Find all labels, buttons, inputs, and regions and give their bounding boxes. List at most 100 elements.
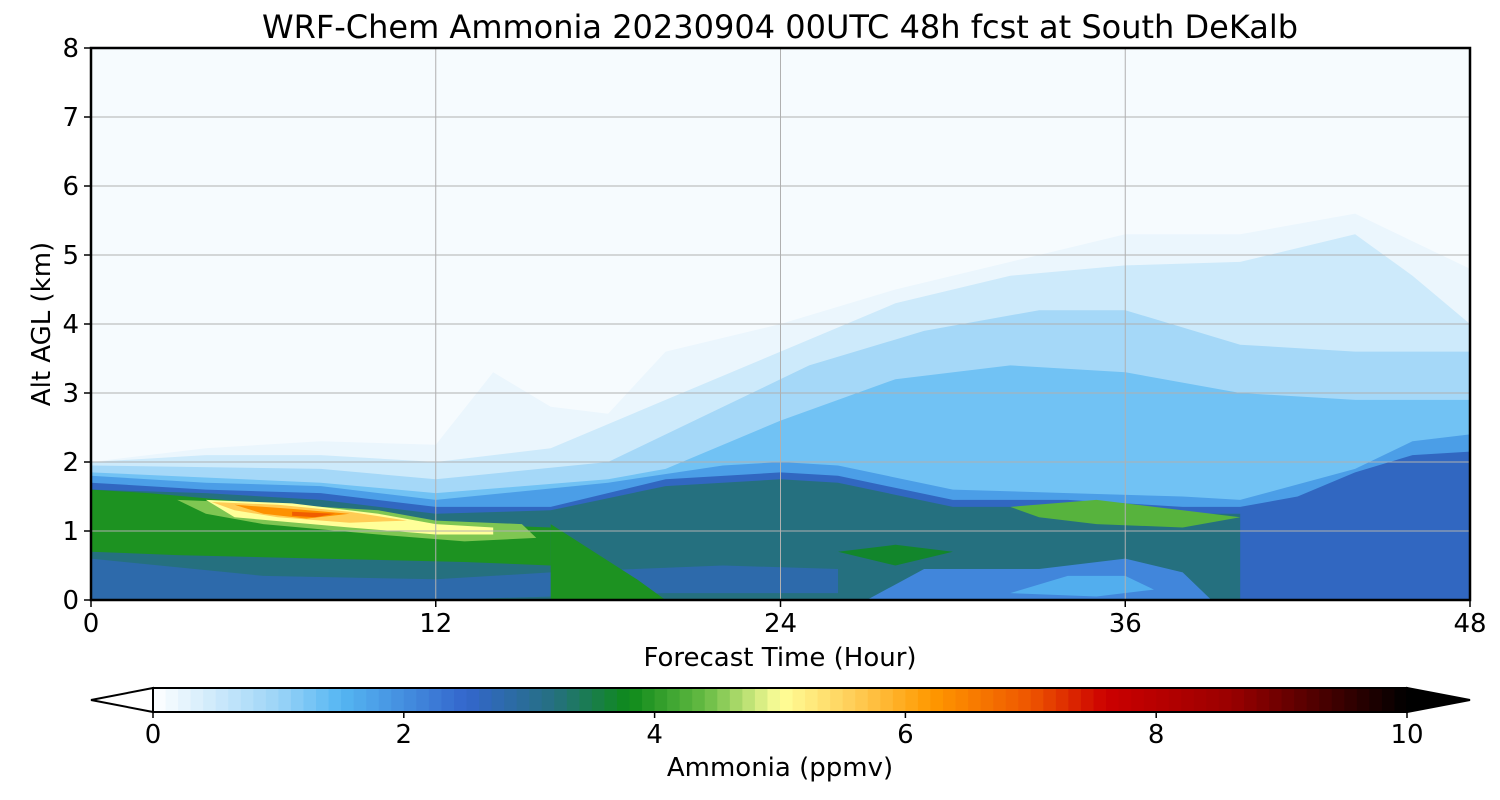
colorbar-segment (654, 688, 668, 712)
colorbar-tick-label: 2 (396, 720, 413, 750)
colorbar-segment (554, 688, 568, 712)
x-tick-label: 24 (764, 609, 797, 639)
colorbar-segment (880, 688, 894, 712)
colorbar-segment (842, 688, 856, 712)
colorbar-segment (805, 688, 819, 712)
x-axis: 0 12 24 36 48 (83, 600, 1487, 639)
colorbar-segment (679, 688, 693, 712)
colorbar-segment (178, 688, 192, 712)
colorbar-segment (366, 688, 380, 712)
colorbar-segment (1080, 688, 1095, 712)
colorbar-segment (1356, 688, 1370, 712)
colorbar-segment (667, 688, 681, 712)
colorbar-tick-label: 4 (646, 720, 663, 750)
colorbar-segment (980, 688, 994, 712)
colorbar-segment (1181, 688, 1195, 712)
colorbar-segment (917, 688, 932, 712)
colorbar-segment (1306, 688, 1320, 712)
colorbar-segment (466, 688, 480, 712)
colorbar-segment (1331, 688, 1345, 712)
colorbar-segment (1143, 688, 1157, 712)
colorbar-segment (616, 688, 631, 712)
colorbar-segment (742, 688, 756, 712)
y-tick-label: 7 (62, 103, 79, 133)
colorbar-segment (253, 688, 267, 712)
colorbar-segment (541, 688, 555, 712)
colorbar-segment (892, 688, 906, 712)
colorbar-segment (1369, 688, 1383, 712)
colorbar-segment (642, 688, 656, 712)
colorbar-segment (1381, 688, 1396, 712)
colorbar-segment (215, 688, 229, 712)
colorbar-tick-label: 10 (1390, 720, 1423, 750)
colorbar-segment (830, 688, 844, 712)
y-tick-label: 1 (62, 517, 79, 547)
colorbar-segment (328, 688, 342, 712)
colorbar-segment (867, 688, 881, 712)
colorbar-segment (265, 688, 279, 712)
colorbar-segment (1131, 688, 1145, 712)
colorbar-segment (1206, 688, 1220, 712)
y-axis: 0 1 2 3 4 5 6 7 8 (62, 34, 91, 616)
colorbar-segment (792, 688, 806, 712)
x-axis-label: Forecast Time (Hour) (643, 643, 916, 673)
colorbar-segment (1344, 688, 1358, 712)
colorbar-segment (1156, 688, 1170, 712)
colorbar-segment (353, 688, 367, 712)
colorbar-segment (943, 688, 957, 712)
colorbar-segment (203, 688, 217, 712)
colorbar-segment (1218, 688, 1233, 712)
colorbar-segment (491, 688, 505, 712)
colorbar-extend-high (1406, 686, 1471, 714)
colorbar-segment (1118, 688, 1132, 712)
colorbar-segment (190, 688, 204, 712)
colorbar-segment (955, 688, 969, 712)
colorbar-segment (529, 688, 543, 712)
colorbar-segment (516, 688, 530, 712)
colorbar-segment (278, 688, 292, 712)
contour-region-12 (838, 544, 953, 566)
colorbar-segment (930, 688, 944, 712)
colorbar-segment (1043, 688, 1057, 712)
colorbar-segment (416, 688, 430, 712)
colorbar-frame (152, 687, 1408, 713)
colorbar-segment (579, 688, 593, 712)
colorbar-segment (153, 688, 167, 712)
colorbar-segment (1005, 688, 1019, 712)
contour-region-11 (550, 524, 666, 600)
y-tick-label: 2 (62, 448, 79, 478)
colorbar-segment (504, 688, 518, 712)
colorbar-segment (993, 688, 1007, 712)
y-tick-label: 6 (62, 172, 79, 202)
colorbar-segment (767, 688, 781, 712)
colorbar-segment (1281, 688, 1295, 712)
colorbar-segment (629, 688, 643, 712)
colorbar-segment (1243, 688, 1258, 712)
colorbar-segment (441, 688, 455, 712)
contour-region-8 (1010, 575, 1154, 597)
colorbar-segment (341, 688, 355, 712)
colorbar-segment (1294, 688, 1308, 712)
x-tick-label: 12 (419, 609, 452, 639)
colorbar-segment (165, 688, 179, 712)
colorbar-segment (1106, 688, 1120, 712)
y-tick-label: 5 (62, 241, 79, 271)
colorbar-segment (591, 688, 606, 712)
y-tick-label: 8 (62, 34, 79, 64)
colorbar-segment (717, 688, 731, 712)
colorbar-tick-label: 6 (897, 720, 914, 750)
colorbar: 0 2 4 6 8 10 (90, 686, 1471, 750)
colorbar-segment (378, 688, 392, 712)
colorbar-segment (240, 688, 254, 712)
colorbar-tick-label: 0 (145, 720, 162, 750)
colorbar-segment (604, 688, 618, 712)
colorbar-segment (316, 688, 330, 712)
colorbar-segment (704, 688, 718, 712)
x-tick-label: 0 (83, 609, 100, 639)
colorbar-segment (428, 688, 443, 712)
colorbar-segment (692, 688, 706, 712)
chart-title: WRF-Chem Ammonia 20230904 00UTC 48h fcst… (262, 8, 1298, 46)
colorbar-segment (1256, 688, 1270, 712)
y-tick-label: 0 (62, 586, 79, 616)
colorbar-segment (303, 688, 317, 712)
